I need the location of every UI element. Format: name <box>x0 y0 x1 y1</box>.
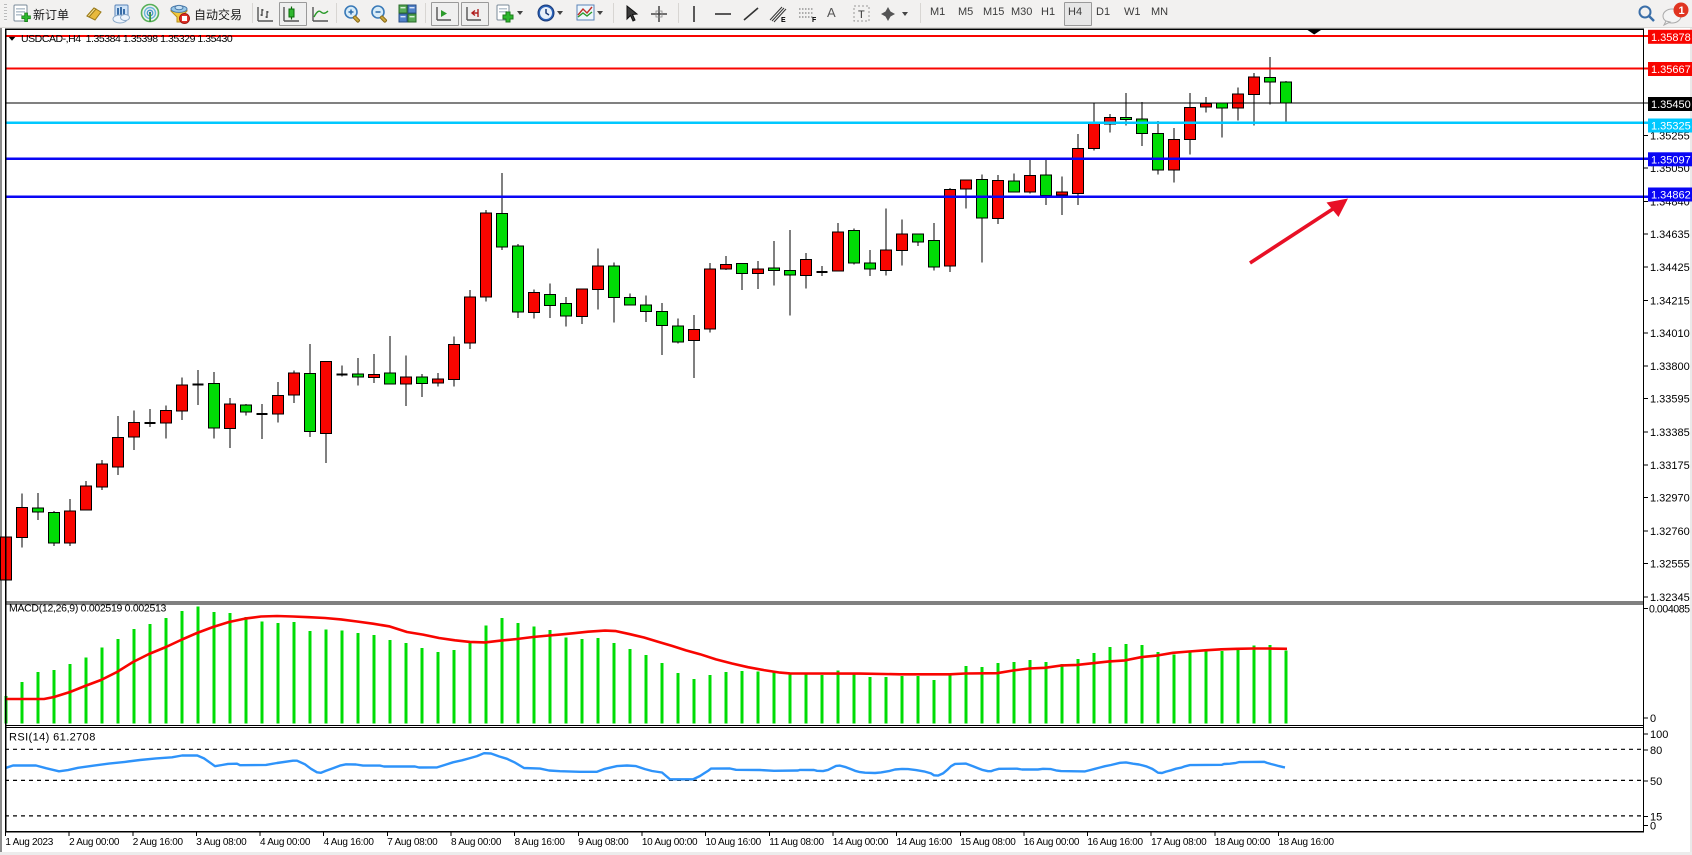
svg-text:2 Aug 00:00: 2 Aug 00:00 <box>69 837 120 848</box>
svg-text:1.32760: 1.32760 <box>1650 526 1690 538</box>
svg-text:18 Aug 00:00: 18 Aug 00:00 <box>1215 837 1271 848</box>
svg-text:0: 0 <box>1650 821 1656 833</box>
svg-text:1.33385: 1.33385 <box>1650 427 1690 439</box>
svg-text:MACD(12,26,9) 0.002519 0.00251: MACD(12,26,9) 0.002519 0.002513 <box>9 603 167 615</box>
svg-text:1.34862: 1.34862 <box>1651 190 1691 202</box>
svg-text:1.34215: 1.34215 <box>1650 295 1690 307</box>
svg-text:7 Aug 08:00: 7 Aug 08:00 <box>387 837 438 848</box>
svg-text:1.34635: 1.34635 <box>1650 229 1690 241</box>
svg-text:16 Aug 16:00: 16 Aug 16:00 <box>1087 837 1143 848</box>
svg-text:1.32345: 1.32345 <box>1650 592 1690 604</box>
svg-text:1.34010: 1.34010 <box>1650 328 1690 340</box>
svg-text:8 Aug 00:00: 8 Aug 00:00 <box>451 837 502 848</box>
svg-text:1.35325: 1.35325 <box>1651 121 1691 133</box>
svg-text:1.35450: 1.35450 <box>1651 99 1691 111</box>
svg-text:10 Aug 00:00: 10 Aug 00:00 <box>642 837 698 848</box>
svg-text:1.35667: 1.35667 <box>1651 64 1691 76</box>
svg-text:F: F <box>812 17 817 24</box>
svg-text:1.35878: 1.35878 <box>1651 32 1691 44</box>
svg-text:0.004085: 0.004085 <box>1649 604 1690 616</box>
svg-text:9 Aug 08:00: 9 Aug 08:00 <box>578 837 629 848</box>
svg-text:E: E <box>781 17 786 24</box>
svg-text:4 Aug 00:00: 4 Aug 00:00 <box>260 837 311 848</box>
svg-text:1: 1 <box>1679 5 1685 17</box>
svg-text:11 Aug 08:00: 11 Aug 08:00 <box>769 837 824 848</box>
svg-text:RSI(14) 61.2708: RSI(14) 61.2708 <box>9 732 96 744</box>
svg-text:17 Aug 08:00: 17 Aug 08:00 <box>1151 837 1207 848</box>
svg-text:1 Aug 2023: 1 Aug 2023 <box>5 837 53 848</box>
svg-text:1.34425: 1.34425 <box>1650 262 1690 274</box>
svg-text:14 Aug 16:00: 14 Aug 16:00 <box>897 837 953 848</box>
svg-text:1.32555: 1.32555 <box>1650 559 1690 571</box>
svg-text:14 Aug 00:00: 14 Aug 00:00 <box>833 837 889 848</box>
svg-text:4 Aug 16:00: 4 Aug 16:00 <box>324 837 375 848</box>
svg-text:1.32970: 1.32970 <box>1650 493 1690 505</box>
svg-text:1.33595: 1.33595 <box>1650 394 1690 406</box>
svg-text:80: 80 <box>1650 745 1662 757</box>
svg-text:T: T <box>858 9 865 21</box>
svg-text:50: 50 <box>1650 776 1662 788</box>
svg-text:15 Aug 08:00: 15 Aug 08:00 <box>960 837 1016 848</box>
svg-text:10 Aug 16:00: 10 Aug 16:00 <box>706 837 762 848</box>
svg-text:0: 0 <box>1650 713 1656 725</box>
svg-text:1.33800: 1.33800 <box>1650 361 1690 373</box>
svg-text:100: 100 <box>1650 729 1668 741</box>
svg-text:16 Aug 00:00: 16 Aug 00:00 <box>1024 837 1080 848</box>
svg-text:1.35097: 1.35097 <box>1651 154 1691 166</box>
svg-text:2 Aug 16:00: 2 Aug 16:00 <box>133 837 184 848</box>
svg-text:1.35255: 1.35255 <box>1650 131 1690 143</box>
svg-text:USDCAD-,H4 1.35384 1.35398 1.: USDCAD-,H4 1.35384 1.35398 1.35329 1.354… <box>21 33 233 45</box>
svg-text:15: 15 <box>1650 812 1662 824</box>
svg-text:1.33175: 1.33175 <box>1650 460 1690 472</box>
svg-text:18 Aug 16:00: 18 Aug 16:00 <box>1278 837 1334 848</box>
svg-text:8 Aug 16:00: 8 Aug 16:00 <box>515 837 566 848</box>
svg-text:3 Aug 08:00: 3 Aug 08:00 <box>196 837 247 848</box>
